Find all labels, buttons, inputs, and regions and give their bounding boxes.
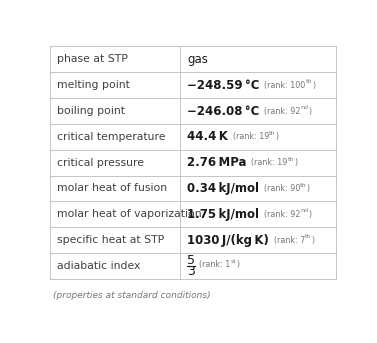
- Text: 5: 5: [187, 254, 195, 267]
- Text: boiling point: boiling point: [57, 106, 125, 116]
- Text: (rank: 19: (rank: 19: [251, 158, 288, 167]
- Text: (rank: 92: (rank: 92: [264, 210, 300, 219]
- Text: molar heat of fusion: molar heat of fusion: [57, 184, 167, 193]
- Text: nd: nd: [300, 209, 308, 213]
- Text: 0.34 kJ/mol: 0.34 kJ/mol: [187, 182, 259, 195]
- Text: −246.08 °C: −246.08 °C: [187, 105, 260, 118]
- Text: th: th: [300, 182, 307, 188]
- Text: (properties at standard conditions): (properties at standard conditions): [53, 291, 211, 300]
- Text: ): ): [307, 184, 310, 193]
- Text: (rank: 1: (rank: 1: [199, 260, 230, 269]
- Text: melting point: melting point: [57, 80, 130, 90]
- Text: (rank: 100: (rank: 100: [264, 81, 305, 90]
- Text: st: st: [230, 259, 236, 263]
- Text: critical temperature: critical temperature: [57, 132, 166, 142]
- Text: th: th: [305, 79, 312, 84]
- Text: th: th: [269, 131, 276, 136]
- Text: (rank: 19: (rank: 19: [233, 132, 269, 141]
- Text: (rank: 7: (rank: 7: [274, 236, 305, 245]
- Text: 1.75 kJ/mol: 1.75 kJ/mol: [187, 208, 259, 221]
- Text: ): ): [236, 260, 239, 269]
- Text: ): ): [276, 132, 279, 141]
- Text: phase at STP: phase at STP: [57, 54, 128, 64]
- Text: th: th: [305, 234, 311, 239]
- Text: ): ): [311, 236, 315, 245]
- Text: ): ): [312, 81, 315, 90]
- Text: adiabatic index: adiabatic index: [57, 261, 141, 271]
- Text: ): ): [309, 107, 312, 116]
- Text: 2.76 MPa: 2.76 MPa: [187, 156, 247, 169]
- Text: 1030 J/(kg K): 1030 J/(kg K): [187, 234, 269, 247]
- Text: gas: gas: [187, 53, 208, 66]
- Text: 3: 3: [187, 264, 195, 277]
- Text: specific heat at STP: specific heat at STP: [57, 235, 165, 245]
- Text: −248.59 °C: −248.59 °C: [187, 79, 260, 92]
- Text: ): ): [294, 158, 297, 167]
- Text: ): ): [308, 210, 311, 219]
- Text: th: th: [288, 157, 294, 162]
- Text: molar heat of vaporization: molar heat of vaporization: [57, 209, 202, 219]
- Text: 44.4 K: 44.4 K: [187, 130, 228, 143]
- Text: (rank: 90: (rank: 90: [264, 184, 300, 193]
- Text: nd: nd: [300, 105, 309, 110]
- Text: critical pressure: critical pressure: [57, 158, 144, 168]
- Text: (rank: 92: (rank: 92: [264, 107, 300, 116]
